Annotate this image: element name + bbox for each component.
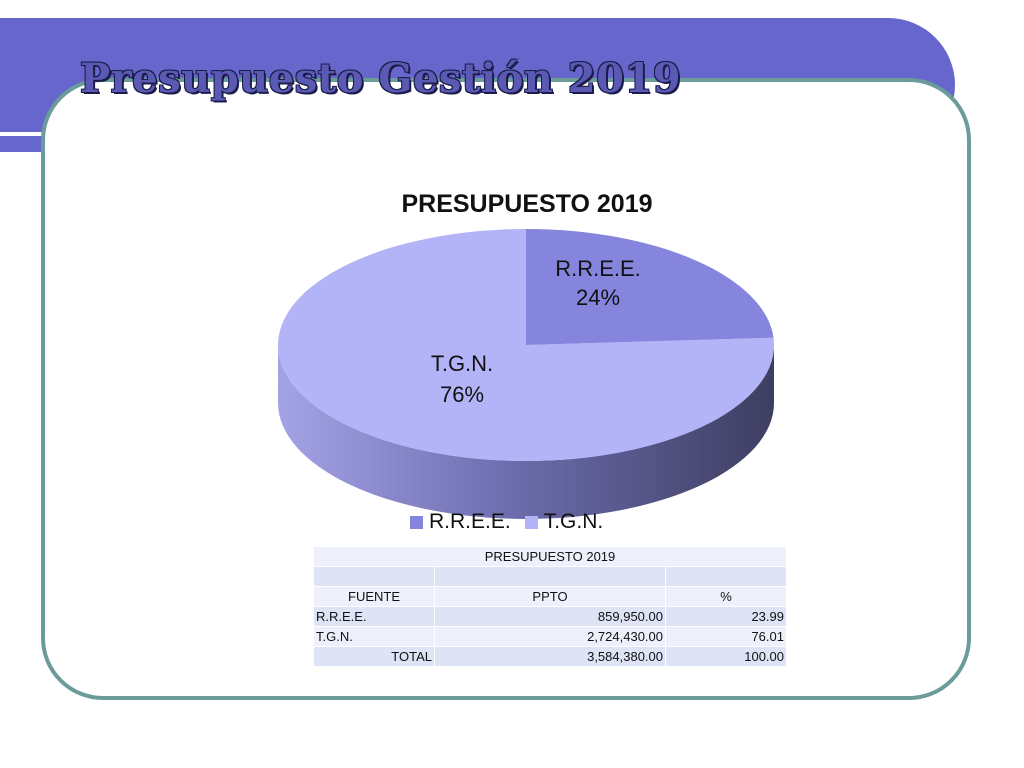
pie-slice-tgn [277, 229, 774, 461]
legend-swatch-rree [410, 515, 423, 529]
cell-percent: 76.01 [665, 626, 787, 647]
budget-table: PRESUPUESTO 2019 FUENTE PPTO % R.R.E.E. … [313, 546, 787, 667]
chart-legend: R.R.E.E. T.G.N. [410, 510, 603, 534]
legend-swatch-tgn [524, 515, 538, 529]
legend-item-rree: R.R.E.E. [410, 510, 511, 534]
slide-title: Presupuesto Gestión 2019 [80, 55, 682, 102]
header-fuente: FUENTE [313, 586, 435, 607]
header-percent: % [665, 586, 787, 607]
cell-percent: 23.99 [665, 606, 787, 627]
slice-label-rree-name: R.R.E.E. [555, 256, 641, 281]
legend-item-tgn: T.G.N. [524, 510, 604, 534]
table-title-row: PRESUPUESTO 2019 [313, 546, 787, 567]
pie-slice-rree [526, 229, 774, 345]
cell-ppto: 2,724,430.00 [434, 626, 666, 647]
total-percent: 100.00 [665, 646, 787, 667]
table-header-row: FUENTE PPTO % [313, 586, 787, 607]
table-row: R.R.E.E. 859,950.00 23.99 [313, 606, 787, 627]
chart-title: PRESUPUESTO 2019 [401, 190, 653, 218]
table-title: PRESUPUESTO 2019 [313, 546, 787, 567]
header-ppto: PPTO [434, 586, 666, 607]
legend-label-tgn: T.G.N. [543, 510, 604, 533]
total-label: TOTAL [313, 646, 435, 667]
table-total-row: TOTAL 3,584,380.00 100.00 [313, 646, 787, 667]
pie-side [278, 345, 774, 519]
cell-fuente: T.G.N. [313, 626, 435, 647]
total-ppto: 3,584,380.00 [434, 646, 666, 667]
slice-label-tgn-name: T.G.N. [431, 351, 493, 376]
table-row: T.G.N. 2,724,430.00 76.01 [313, 626, 787, 647]
slice-label-tgn-pct: 76% [440, 382, 484, 407]
cell-fuente: R.R.E.E. [313, 606, 435, 627]
legend-label-rree: R.R.E.E. [429, 510, 511, 533]
cell-ppto: 859,950.00 [434, 606, 666, 627]
slice-label-rree-pct: 24% [576, 285, 620, 310]
table-blank-row [313, 566, 787, 587]
